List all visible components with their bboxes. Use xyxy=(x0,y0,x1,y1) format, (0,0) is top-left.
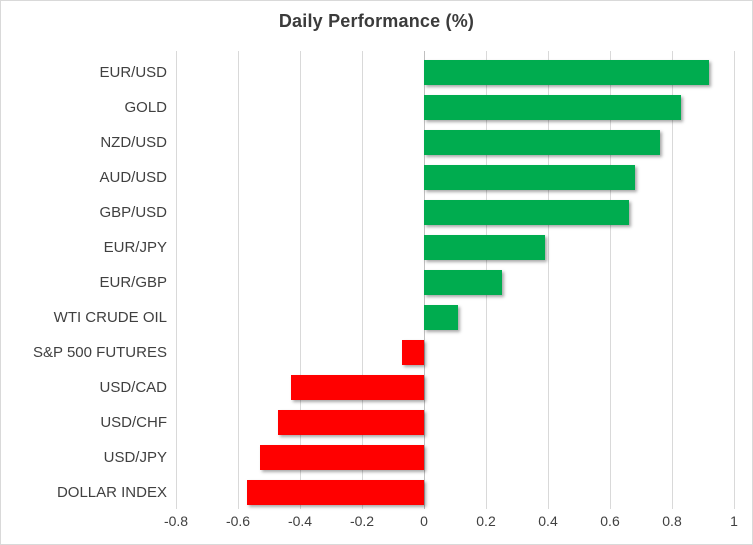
category-label: EUR/USD xyxy=(99,64,167,81)
category-label: AUD/USD xyxy=(99,169,167,186)
x-axis-tick-label: 0.8 xyxy=(662,513,682,529)
category-label: DOLLAR INDEX xyxy=(56,484,167,501)
vertical-gridline xyxy=(176,51,177,509)
x-axis-tick-label: 0 xyxy=(420,513,428,529)
category-label: EUR/JPY xyxy=(103,239,167,256)
x-axis-tick-label: -0.8 xyxy=(163,513,189,529)
category-label: GOLD xyxy=(124,99,167,116)
x-axis-tick-label: -0.2 xyxy=(349,513,375,529)
category-label: USD/CHF xyxy=(100,414,167,431)
bar-negative xyxy=(402,340,424,365)
vertical-gridline xyxy=(238,51,239,509)
vertical-gridline xyxy=(300,51,301,509)
bar-positive xyxy=(424,165,635,190)
bar-positive xyxy=(424,305,458,330)
bar-negative xyxy=(278,410,424,435)
category-label: S&P 500 FUTURES xyxy=(33,344,167,361)
bar-positive xyxy=(424,200,629,225)
chart-title: Daily Performance (%) xyxy=(278,11,475,31)
category-label: EUR/GBP xyxy=(99,274,167,291)
x-axis-tick-label: 0.2 xyxy=(476,513,496,529)
category-label: USD/JPY xyxy=(103,449,167,466)
vertical-gridline xyxy=(548,51,549,509)
x-axis-tick-label: 0.6 xyxy=(600,513,620,529)
x-axis-tick-label: -0.4 xyxy=(287,513,313,529)
vertical-gridline xyxy=(610,51,611,509)
category-label: WTI CRUDE OIL xyxy=(53,309,167,326)
bar-positive xyxy=(424,270,502,295)
x-axis-tick-label: 1 xyxy=(730,513,738,529)
category-label: USD/CAD xyxy=(99,379,167,396)
x-axis-tick-label: -0.6 xyxy=(225,513,251,529)
bar-positive xyxy=(424,95,681,120)
bar-negative xyxy=(260,445,424,470)
category-label: GBP/USD xyxy=(99,204,167,221)
vertical-gridline xyxy=(672,51,673,509)
vertical-gridline xyxy=(734,51,735,509)
bar-negative xyxy=(291,375,424,400)
bar-negative xyxy=(247,480,424,505)
bar-positive xyxy=(424,60,709,85)
bar-positive xyxy=(424,235,545,260)
x-axis-tick-label: 0.4 xyxy=(538,513,558,529)
bar-positive xyxy=(424,130,660,155)
category-label: NZD/USD xyxy=(100,134,167,151)
vertical-gridline xyxy=(362,51,363,509)
